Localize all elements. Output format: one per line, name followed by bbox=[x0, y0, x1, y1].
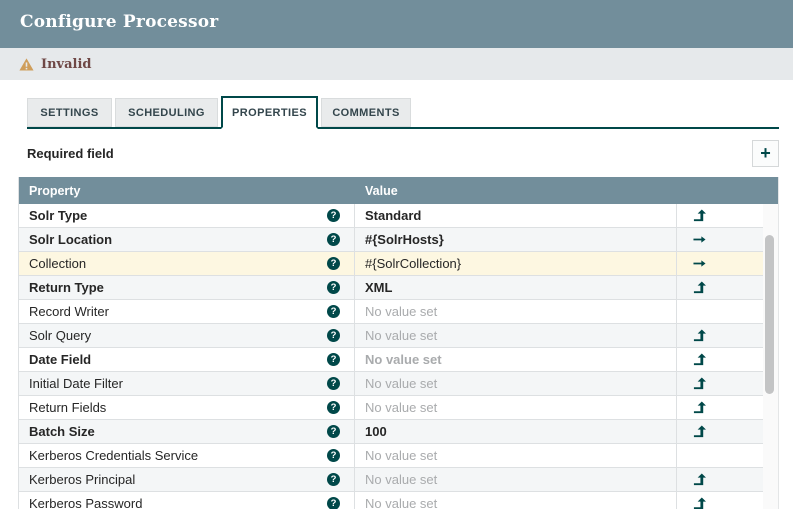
scrollbar-thumb[interactable] bbox=[765, 235, 774, 394]
vertical-scrollbar[interactable] bbox=[763, 204, 778, 509]
help-icon[interactable]: ? bbox=[327, 449, 340, 462]
tab-comments[interactable]: COMMENTS bbox=[321, 98, 411, 127]
property-value[interactable]: No value set bbox=[355, 468, 677, 491]
tab-properties[interactable]: PROPERTIES bbox=[221, 96, 318, 129]
required-field-label: Required field bbox=[27, 146, 114, 161]
property-value[interactable]: #{SolrHosts} bbox=[355, 228, 677, 251]
property-name: Batch Size bbox=[29, 424, 95, 439]
table-row[interactable]: Kerberos Principal ? No value set bbox=[19, 468, 764, 492]
property-name: Solr Query bbox=[29, 328, 92, 343]
level-up-icon[interactable] bbox=[677, 468, 764, 491]
row-action-cell bbox=[677, 444, 764, 467]
dialog-header: Configure Processor bbox=[0, 0, 793, 48]
help-icon[interactable]: ? bbox=[327, 353, 340, 366]
property-value[interactable]: No value set bbox=[355, 324, 677, 347]
arrow-right-icon[interactable] bbox=[677, 252, 764, 275]
property-value[interactable]: #{SolrCollection} bbox=[355, 252, 677, 275]
table-row[interactable]: Solr Location ? #{SolrHosts} bbox=[19, 228, 764, 252]
property-value[interactable]: XML bbox=[355, 276, 677, 299]
arrow-right-icon[interactable] bbox=[677, 228, 764, 251]
help-icon[interactable]: ? bbox=[327, 473, 340, 486]
column-header-property: Property bbox=[29, 183, 81, 198]
help-icon[interactable]: ? bbox=[327, 401, 340, 414]
help-icon[interactable]: ? bbox=[327, 377, 340, 390]
help-icon[interactable]: ? bbox=[327, 329, 340, 342]
table-row[interactable]: Date Field ? No value set bbox=[19, 348, 764, 372]
tab-bar: SETTINGS SCHEDULING PROPERTIES COMMENTS bbox=[27, 96, 779, 129]
property-name: Return Fields bbox=[29, 400, 107, 415]
row-action-cell bbox=[677, 300, 764, 323]
property-name: Kerberos Principal bbox=[29, 472, 136, 487]
property-name: Date Field bbox=[29, 352, 92, 367]
help-icon[interactable]: ? bbox=[327, 305, 340, 318]
table-row[interactable]: Solr Query ? No value set bbox=[19, 324, 764, 348]
property-name: Record Writer bbox=[29, 304, 109, 319]
help-icon[interactable]: ? bbox=[327, 257, 340, 270]
dialog-title: Configure Processor bbox=[20, 12, 219, 32]
table-row[interactable]: Return Fields ? No value set bbox=[19, 396, 764, 420]
level-up-icon[interactable] bbox=[677, 348, 764, 371]
property-name: Kerberos Password bbox=[29, 496, 143, 509]
level-up-icon[interactable] bbox=[677, 372, 764, 395]
level-up-icon[interactable] bbox=[677, 420, 764, 443]
property-name: Initial Date Filter bbox=[29, 376, 123, 391]
validation-status: Invalid bbox=[41, 56, 92, 72]
table-row[interactable]: Solr Type ? Standard bbox=[19, 204, 764, 228]
add-property-button[interactable]: + bbox=[752, 140, 779, 167]
property-value[interactable]: No value set bbox=[355, 492, 677, 509]
dialog-body: SETTINGS SCHEDULING PROPERTIES COMMENTS … bbox=[0, 96, 793, 509]
property-value[interactable]: No value set bbox=[355, 444, 677, 467]
property-name: Return Type bbox=[29, 280, 104, 295]
help-icon[interactable]: ? bbox=[327, 281, 340, 294]
help-icon[interactable]: ? bbox=[327, 425, 340, 438]
table-row[interactable]: Collection ? #{SolrCollection} bbox=[19, 252, 764, 276]
property-value[interactable]: No value set bbox=[355, 348, 677, 371]
level-up-icon[interactable] bbox=[677, 324, 764, 347]
property-value[interactable]: No value set bbox=[355, 372, 677, 395]
level-up-icon[interactable] bbox=[677, 204, 764, 227]
properties-table: Property Value Solr Type ? Standard Solr… bbox=[18, 177, 779, 509]
table-header: Property Value bbox=[19, 177, 778, 204]
help-icon[interactable]: ? bbox=[327, 497, 340, 509]
table-row[interactable]: Kerberos Credentials Service ? No value … bbox=[19, 444, 764, 468]
property-value[interactable]: Standard bbox=[355, 204, 677, 227]
tab-settings[interactable]: SETTINGS bbox=[27, 98, 112, 127]
warning-triangle-icon bbox=[19, 57, 34, 71]
column-header-value: Value bbox=[365, 183, 398, 198]
help-icon[interactable]: ? bbox=[327, 209, 340, 222]
validation-bar: Invalid bbox=[0, 48, 793, 80]
table-row[interactable]: Record Writer ? No value set bbox=[19, 300, 764, 324]
table-row[interactable]: Initial Date Filter ? No value set bbox=[19, 372, 764, 396]
table-row[interactable]: Batch Size ? 100 bbox=[19, 420, 764, 444]
level-up-icon[interactable] bbox=[677, 396, 764, 419]
plus-icon: + bbox=[760, 142, 771, 163]
property-name: Solr Type bbox=[29, 208, 88, 223]
property-value[interactable]: No value set bbox=[355, 396, 677, 419]
level-up-icon[interactable] bbox=[677, 492, 764, 509]
property-name: Solr Location bbox=[29, 232, 113, 247]
property-value[interactable]: 100 bbox=[355, 420, 677, 443]
property-name: Collection bbox=[29, 256, 87, 271]
property-value[interactable]: No value set bbox=[355, 300, 677, 323]
table-row[interactable]: Return Type ? XML bbox=[19, 276, 764, 300]
table-row[interactable]: Kerberos Password ? No value set bbox=[19, 492, 764, 509]
level-up-icon[interactable] bbox=[677, 276, 764, 299]
properties-toolbar: Required field + bbox=[18, 140, 779, 167]
help-icon[interactable]: ? bbox=[327, 233, 340, 246]
table-body: Solr Type ? Standard Solr Location ? #{S… bbox=[19, 204, 778, 509]
tab-scheduling[interactable]: SCHEDULING bbox=[115, 98, 218, 127]
property-name: Kerberos Credentials Service bbox=[29, 448, 199, 463]
